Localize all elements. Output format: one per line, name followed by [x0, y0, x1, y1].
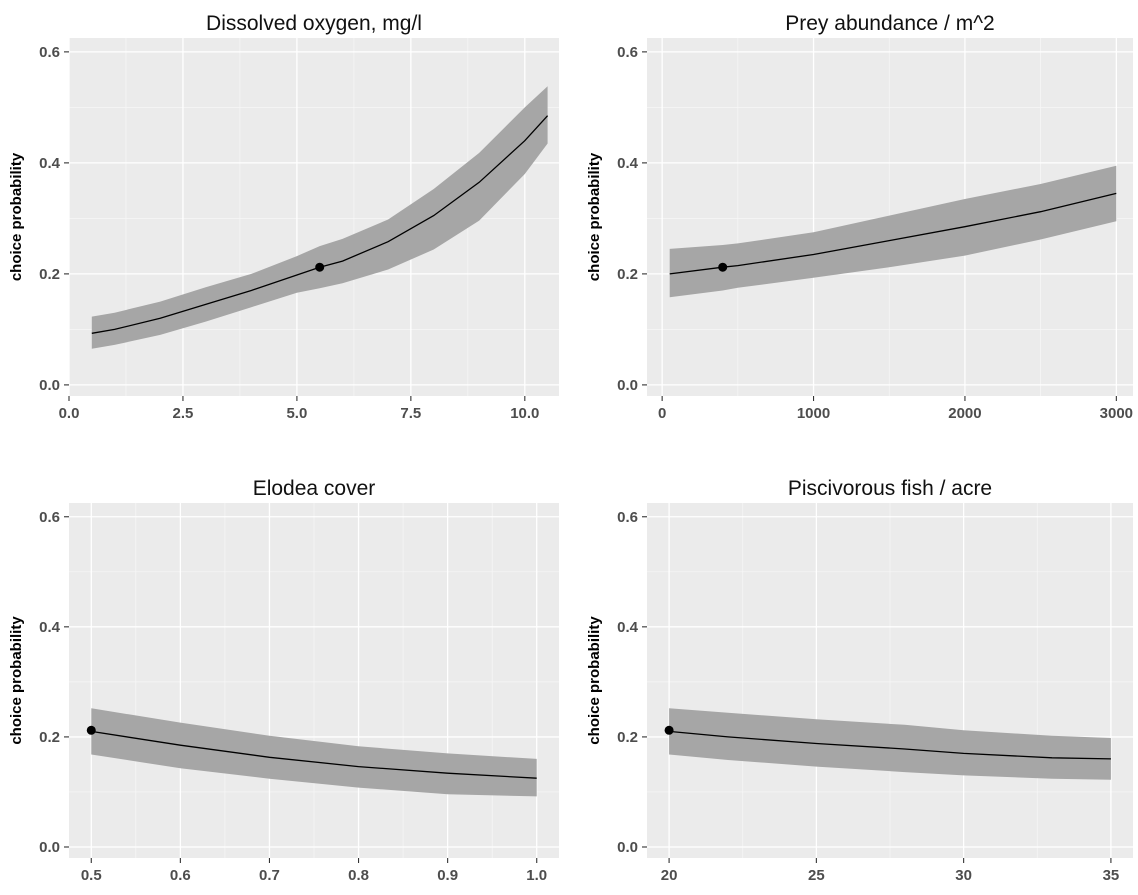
- x-tick-label: 0: [658, 405, 666, 422]
- y-axis-label: choice probability: [586, 152, 603, 281]
- panel-background: [69, 38, 559, 396]
- x-tick-label: 0.5: [81, 867, 102, 884]
- y-tick-label: 0.0: [617, 839, 638, 856]
- y-tick-label: 0.2: [39, 729, 60, 746]
- chart-panel-2: 0 1000 2000 3000 0.0 0.2 0.4 0.6 Prey abundance …: [586, 12, 1133, 422]
- x-tick-label: 0.9: [437, 867, 458, 884]
- confidence-ribbon: [91, 708, 537, 797]
- x-tick-label: 0.6: [170, 867, 191, 884]
- y-tick-label: 0.2: [39, 266, 60, 283]
- y-tick-label: 0.0: [617, 377, 638, 394]
- y-tick-label: 0.6: [39, 44, 60, 61]
- y-tick-label: 0.4: [617, 155, 639, 172]
- x-tick-label: 25: [808, 867, 825, 884]
- y-tick-label: 0.0: [39, 377, 60, 394]
- y-tick-label: 0.4: [39, 155, 61, 172]
- x-tick-label: 5.0: [286, 405, 307, 422]
- x-tick-label: 30: [955, 867, 972, 884]
- panel-title: Dissolved oxygen, mg/l: [206, 12, 422, 35]
- panel-title: Elodea cover: [253, 477, 376, 500]
- y-tick-label: 0.4: [617, 619, 639, 636]
- x-tick-label: 1.0: [526, 867, 547, 884]
- confidence-ribbon: [91, 86, 548, 349]
- reference-point: [86, 725, 96, 735]
- x-tick-label: 0.0: [59, 405, 80, 422]
- y-tick-label: 0.2: [617, 729, 638, 746]
- confidence-ribbon: [669, 708, 1111, 780]
- fitted-line: [669, 730, 1111, 760]
- y-tick-label: 0.2: [617, 266, 638, 283]
- panel-title: Prey abundance / m^2: [785, 12, 994, 35]
- y-axis-label: choice probability: [586, 616, 603, 745]
- x-tick-label: 20: [661, 867, 678, 884]
- y-tick-label: 0.4: [39, 619, 61, 636]
- x-tick-label: 1000: [797, 405, 830, 422]
- y-tick-label: 0.6: [617, 509, 638, 526]
- x-tick-label: 0.8: [348, 867, 369, 884]
- fitted-line: [91, 730, 537, 779]
- y-tick-label: 0.6: [39, 509, 60, 526]
- x-tick-label: 7.5: [400, 405, 421, 422]
- x-tick-label: 2000: [948, 405, 981, 422]
- x-tick-label: 10.0: [510, 405, 539, 422]
- x-tick-label: 3000: [1100, 405, 1133, 422]
- y-axis-label: choice probability: [8, 616, 25, 745]
- x-tick-label: 2.5: [173, 405, 194, 422]
- panel-title: Piscivorous fish / acre: [788, 477, 992, 500]
- y-axis-label: choice probability: [8, 152, 25, 281]
- y-tick-label: 0.6: [617, 44, 638, 61]
- chart-panel-4: 20 25 30 35 0.0 0.2 0.4 0.6 Piscivorous fish / a…: [586, 477, 1133, 884]
- reference-point: [664, 725, 674, 735]
- y-tick-label: 0.0: [39, 839, 60, 856]
- reference-point: [315, 262, 325, 272]
- x-tick-label: 0.7: [259, 867, 280, 884]
- chart-panel-3: 0.5 0.6 0.7 0.8 0.9 1.0 0.0 0.2 0.4 0.6 Elodea cov…: [8, 477, 559, 884]
- chart-panel-1: 0.0 2.5 5.0 7.5 10.0 0.0 0.2 0.4 0.6 Dissolved ox…: [8, 12, 559, 422]
- x-tick-label: 35: [1103, 867, 1120, 884]
- confidence-ribbon: [669, 165, 1117, 298]
- reference-point: [718, 262, 728, 272]
